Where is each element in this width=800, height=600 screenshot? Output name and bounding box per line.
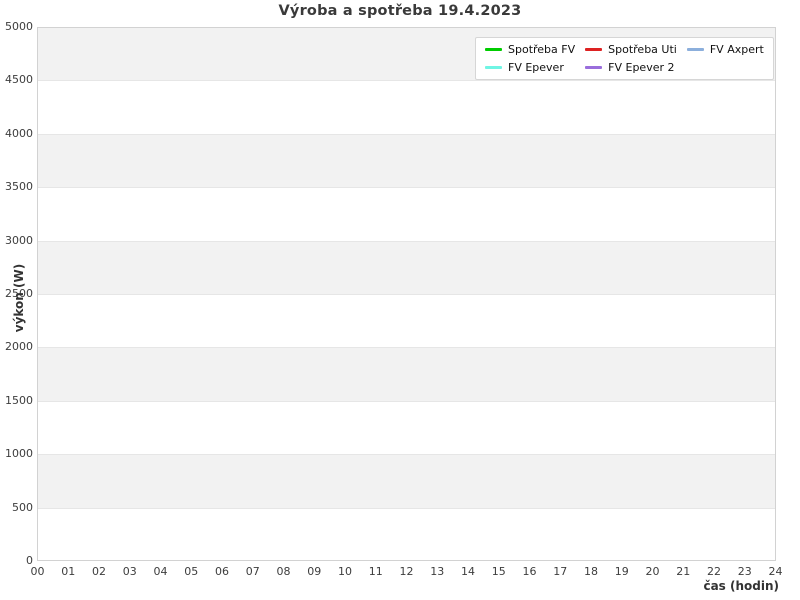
legend-line-swatch [686,48,704,51]
grid-band [37,347,776,401]
x-tick-label: 21 [676,565,691,578]
gridline [37,400,776,402]
y-axis-label: výkon (W) [12,263,26,333]
legend-label: FV Axpert [709,43,764,56]
x-tick-label: 11 [368,565,383,578]
grid-band [37,80,776,134]
legend-item: FV Axpert [686,43,764,56]
x-tick-label: 09 [307,565,322,578]
x-tick-label: 19 [614,565,629,578]
x-tick-label: 14 [461,565,475,578]
x-tick-label: 16 [522,565,537,578]
gridline [37,454,776,456]
y-tick-label: 3000 [5,233,33,247]
x-tick-label: 24 [768,565,783,578]
x-tick-label: 06 [215,565,229,578]
legend: Spotřeba FV FV Epever Spotřeba Uti FV Epeve… [475,37,774,80]
x-tick-label: 04 [153,565,168,578]
x-tick-label: 08 [276,565,291,578]
x-axis-label: čas (hodin) [703,579,779,593]
y-tick-label: 3500 [5,180,33,194]
legend-line-swatch [585,48,603,51]
x-tick-label: 22 [707,565,721,578]
gridline [37,133,776,135]
y-tick-label: 2000 [5,340,33,354]
x-tick-label: 12 [399,565,414,578]
legend-label: Spotřeba FV [508,43,576,56]
grid-band [37,294,776,348]
x-tick-label: 23 [737,565,752,578]
gridline [37,294,776,295]
legend-item: Spotřeba Uti [585,43,677,56]
x-tick-label: 13 [430,565,445,578]
plot-area [37,27,776,561]
gridline [37,507,776,509]
gridline [37,240,776,242]
x-tick-label: 15 [491,565,506,578]
chart-title: Výroba a spotřeba 19.4.2023 [278,3,522,19]
legend-item: FV Epever [485,61,575,74]
x-tick-label: 05 [184,565,199,578]
grid-band [37,187,776,241]
x-tick-label: 00 [30,565,45,578]
y-tick-label: 4000 [5,126,33,140]
legend-item: Spotřeba FV [485,43,575,56]
y-tick-label: 5000 [5,20,33,33]
gridline [37,347,776,349]
x-tick-label: 01 [61,565,76,578]
y-tick-label: 1000 [5,447,33,461]
legend-item: FV Epever 2 [585,61,677,74]
grid-band [37,454,776,508]
y-tick-label: 1500 [5,393,33,407]
y-tick-label: 0 [26,554,33,567]
x-tick-label: 07 [245,565,260,578]
x-tick-label: 18 [584,565,598,578]
x-tick-label: 02 [92,565,106,578]
x-tick-label: 10 [338,565,352,578]
y-tick-label: 4500 [5,73,33,87]
x-tick-label: 17 [553,565,568,578]
legend-line-swatch [585,66,603,69]
legend-line-swatch [485,48,502,51]
x-tick-label: 20 [645,565,660,578]
legend-line-swatch [485,66,502,69]
legend-label: FV Epever 2 [608,61,675,74]
grid-band [37,240,776,294]
gridline [37,80,776,82]
y-tick-label: 2500 [5,287,33,300]
grid-band [37,507,776,561]
grid-band [37,133,776,188]
x-tick-label: 03 [122,565,137,578]
y-tick-label: 500 [12,500,33,514]
legend-label: FV Epever [508,61,564,74]
legend-label: Spotřeba Uti [608,43,677,56]
grid-band [37,400,776,455]
gridline [37,187,776,189]
